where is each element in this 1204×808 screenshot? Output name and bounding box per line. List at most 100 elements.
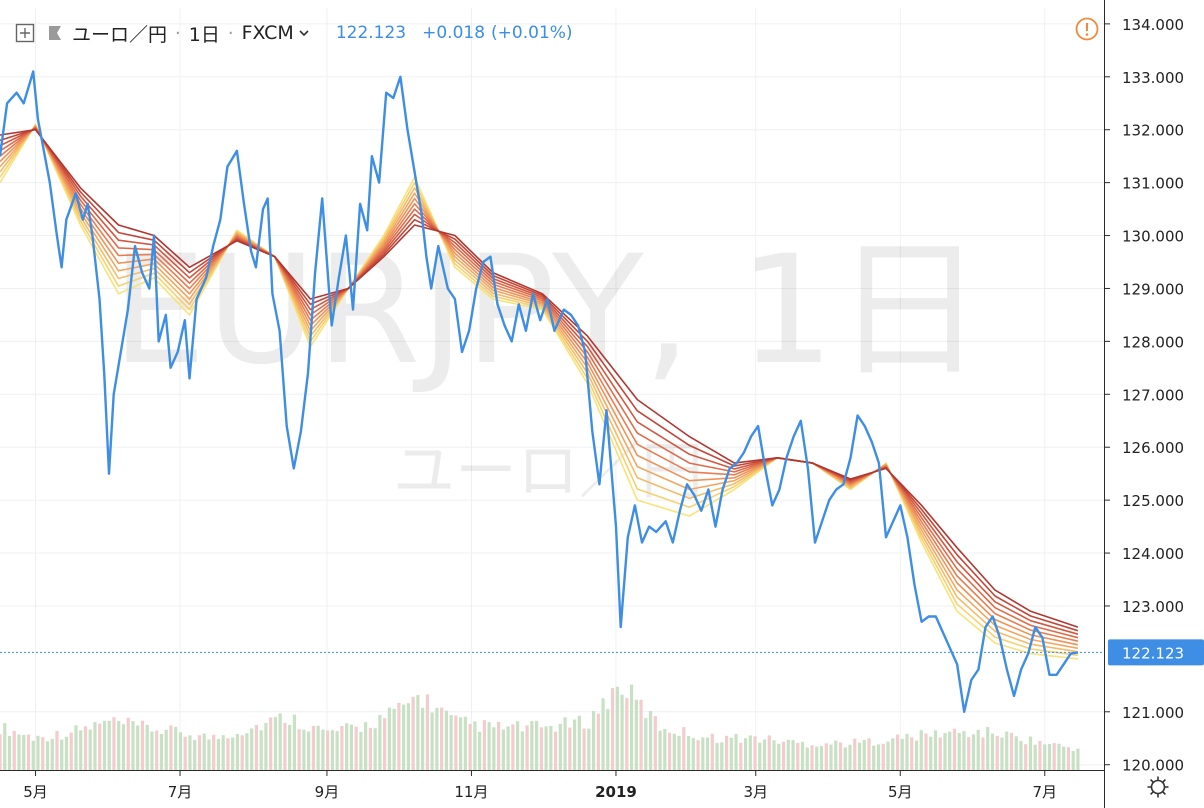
last-value-badge-bg bbox=[1108, 639, 1204, 666]
volume-bar bbox=[74, 725, 78, 770]
volume-bar bbox=[7, 735, 12, 770]
volume-bar bbox=[102, 720, 107, 770]
x-tick-label: 5月 bbox=[888, 783, 913, 801]
warning-circle-icon[interactable] bbox=[1074, 16, 1100, 42]
volume-bar bbox=[250, 728, 254, 770]
volume-bar bbox=[705, 737, 710, 770]
volume-bar bbox=[857, 742, 862, 770]
interval-label[interactable]: 1日 bbox=[188, 23, 220, 46]
y-tick-label: 123.000 bbox=[1122, 598, 1184, 616]
volume-bar bbox=[1014, 736, 1018, 770]
volume-bar bbox=[269, 717, 273, 770]
volume-bar bbox=[169, 725, 173, 770]
volume-bar bbox=[26, 734, 31, 770]
x-tick-label: 3月 bbox=[743, 783, 768, 801]
volume-bar bbox=[50, 738, 54, 770]
volume-bar bbox=[948, 731, 952, 770]
volume-bar bbox=[520, 731, 524, 770]
y-tick-label: 121.000 bbox=[1122, 704, 1184, 722]
volume-bar bbox=[777, 743, 781, 770]
volume-bar bbox=[1043, 744, 1047, 770]
volume-bar bbox=[12, 730, 16, 770]
plus-box-icon[interactable] bbox=[14, 22, 36, 44]
volume-bar bbox=[36, 735, 40, 770]
volume-bar bbox=[853, 738, 857, 770]
volume-bar bbox=[188, 735, 192, 770]
volume-bar bbox=[307, 731, 311, 770]
volume-bar bbox=[544, 726, 548, 770]
y-tick-label: 129.000 bbox=[1122, 280, 1184, 298]
volume-bar bbox=[767, 735, 771, 770]
volume-bar bbox=[914, 740, 919, 770]
volume-bar bbox=[805, 747, 809, 770]
volume-bar bbox=[430, 712, 434, 770]
volume-bar bbox=[558, 723, 562, 770]
last-value-badge: 122.123 bbox=[1108, 639, 1204, 666]
y-tick-label: 128.000 bbox=[1122, 333, 1184, 351]
volume-bar bbox=[1052, 743, 1056, 770]
volume-bar bbox=[895, 734, 900, 770]
volume-bar bbox=[0, 734, 2, 770]
volume-bar bbox=[387, 707, 391, 770]
y-tick-label: 126.000 bbox=[1122, 439, 1184, 457]
volume-bar bbox=[216, 738, 221, 770]
x-tick-label: 7月 bbox=[168, 783, 193, 801]
volume-bar bbox=[591, 711, 596, 770]
volume-bar bbox=[582, 728, 586, 770]
volume-bar bbox=[1076, 748, 1080, 770]
volume-bar bbox=[610, 688, 615, 770]
volume-bar bbox=[952, 728, 957, 770]
y-tick-label: 125.000 bbox=[1122, 492, 1184, 510]
exchange-label[interactable]: FXCM bbox=[241, 22, 294, 44]
x-tick-label: 2019 bbox=[595, 783, 637, 801]
volume-bar bbox=[886, 741, 890, 770]
volume-bar bbox=[326, 730, 330, 770]
volume-bar bbox=[677, 735, 681, 770]
flag-icon[interactable] bbox=[44, 22, 66, 44]
y-axis-ticks: 134.000 133.000 132.000 131.000 130.000 129.0… bbox=[1104, 16, 1184, 775]
volume-bar bbox=[957, 732, 961, 770]
y-tick-label: 130.000 bbox=[1122, 228, 1184, 246]
volume-bar bbox=[444, 710, 448, 770]
volume-bar bbox=[639, 699, 643, 770]
x-axis-ticks: 5月 7月 9月 11月 2019 3月 5月 7月 bbox=[23, 770, 1057, 801]
volume-bar bbox=[83, 726, 88, 770]
volume-bar bbox=[22, 735, 26, 770]
volume-bar bbox=[31, 740, 35, 770]
volume-bar bbox=[283, 722, 287, 770]
gear-icon[interactable] bbox=[1146, 775, 1170, 799]
volume-bar bbox=[663, 728, 667, 770]
volume-bar bbox=[724, 735, 729, 770]
volume-bar bbox=[601, 698, 605, 770]
volume-bar bbox=[406, 703, 410, 770]
volume-bar bbox=[425, 694, 429, 770]
volume-bar bbox=[815, 746, 819, 770]
volume-bar bbox=[297, 729, 301, 770]
volume-bar bbox=[164, 729, 168, 770]
volume-bar bbox=[1024, 744, 1028, 770]
y-tick-label: 132.000 bbox=[1122, 122, 1184, 140]
volume-bar bbox=[411, 696, 415, 770]
volume-bar bbox=[891, 738, 895, 770]
ma-ribbon-line bbox=[0, 126, 1079, 642]
separator-dot: · bbox=[175, 22, 181, 44]
volume-bar bbox=[3, 723, 7, 770]
volume-bar bbox=[511, 724, 515, 770]
volume-bar bbox=[373, 728, 377, 770]
volume-bar bbox=[463, 716, 467, 770]
volume-bar bbox=[672, 733, 676, 770]
volume-bar bbox=[800, 741, 805, 770]
volume-bar bbox=[653, 716, 657, 770]
symbol-name[interactable]: ユーロ／円 bbox=[72, 23, 168, 46]
ma-ribbon-line bbox=[0, 127, 1079, 639]
volume-bar bbox=[667, 732, 672, 770]
price-change: +0.018 bbox=[422, 23, 486, 43]
chevron-down-icon[interactable] bbox=[298, 27, 310, 39]
volume-bar bbox=[487, 722, 491, 770]
volume-bar bbox=[136, 725, 140, 770]
volume-bar bbox=[943, 733, 947, 770]
ma-ribbon-line bbox=[0, 125, 1079, 650]
volume-bar bbox=[919, 730, 923, 770]
volume-bar bbox=[321, 729, 325, 770]
